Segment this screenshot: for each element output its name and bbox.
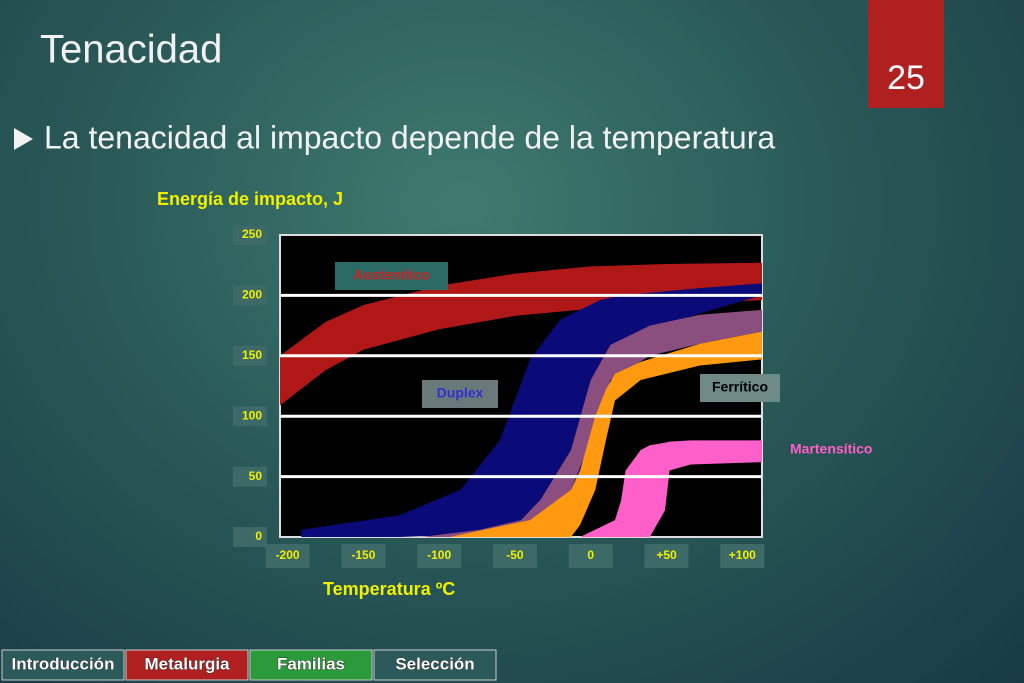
nav-label[interactable]: Familias — [277, 654, 346, 674]
y-tick-label: 100 — [242, 408, 262, 422]
x-tick-label: -200 — [276, 548, 300, 562]
tick-box — [341, 544, 386, 568]
x-tick-label: -100 — [427, 548, 451, 562]
x-tick-label: +50 — [656, 548, 677, 562]
nav-label[interactable]: Introducción — [11, 654, 115, 674]
x-tick-label: -150 — [351, 548, 375, 562]
y-tick-label: 150 — [242, 348, 262, 362]
nav-button[interactable] — [1, 649, 125, 681]
slide-title: Tenacidad — [40, 28, 222, 72]
series-label-box — [700, 374, 780, 402]
nav-button[interactable] — [125, 649, 249, 681]
band — [301, 283, 762, 537]
y-tick-label: 250 — [242, 227, 262, 241]
nav-label[interactable]: Selección — [395, 654, 475, 674]
bullet-icon — [14, 128, 33, 150]
band — [420, 309, 762, 537]
nav-label[interactable]: Metalurgia — [144, 654, 230, 674]
x-tick-label: +100 — [729, 548, 756, 562]
y-tick-label: 0 — [255, 529, 262, 543]
tick-box — [265, 544, 310, 568]
series-label-box — [335, 262, 448, 290]
series-label: Martensítico — [790, 441, 872, 457]
y-tick-label: 50 — [249, 469, 263, 483]
nav-button[interactable] — [373, 649, 497, 681]
series-label-box — [422, 380, 498, 408]
x-axis-title: Temperatura ºC — [323, 579, 455, 599]
tick-box — [233, 406, 267, 427]
tick-box — [233, 345, 267, 366]
x-tick-label: 0 — [587, 548, 594, 562]
tick-box — [417, 544, 462, 568]
x-tick-label: -50 — [506, 548, 524, 562]
series-label: Ferrítico — [712, 379, 768, 395]
nav-button[interactable] — [249, 649, 373, 681]
series-label: Austenítico — [353, 267, 429, 283]
tick-box — [720, 544, 765, 568]
tick-box — [233, 527, 267, 547]
tick-box — [568, 544, 613, 568]
bullet-text: La tenacidad al impacto depende de la te… — [44, 119, 775, 155]
tick-box — [492, 544, 537, 568]
tick-box — [233, 225, 267, 245]
tick-box — [644, 544, 689, 568]
y-tick-label: 200 — [242, 288, 262, 302]
tick-box — [233, 285, 267, 306]
tick-box — [233, 466, 267, 487]
page-badge — [868, 0, 944, 108]
y-axis-title: Energía de impacto, J — [157, 189, 343, 209]
band — [580, 440, 762, 537]
series-label: Duplex — [437, 385, 484, 401]
band — [449, 331, 762, 537]
page-number: 25 — [887, 59, 925, 97]
